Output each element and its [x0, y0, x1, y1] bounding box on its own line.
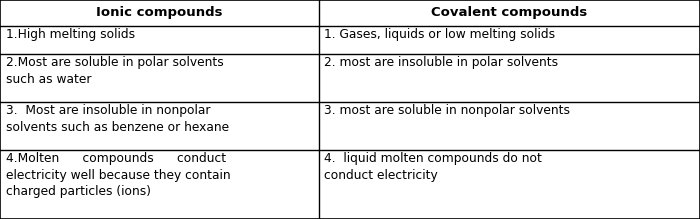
Text: 4.Molten      compounds      conduct
electricity well because they contain
charg: 4.Molten compounds conduct electricity w…	[6, 152, 230, 198]
Text: Covalent compounds: Covalent compounds	[431, 6, 587, 19]
Text: 2. most are insoluble in polar solvents: 2. most are insoluble in polar solvents	[324, 56, 558, 69]
Text: 3. most are soluble in nonpolar solvents: 3. most are soluble in nonpolar solvents	[324, 104, 570, 117]
Text: Ionic compounds: Ionic compounds	[96, 6, 223, 19]
Text: 2.Most are soluble in polar solvents
such as water: 2.Most are soluble in polar solvents suc…	[6, 56, 223, 86]
Text: 4.  liquid molten compounds do not
conduct electricity: 4. liquid molten compounds do not conduc…	[324, 152, 542, 182]
Text: 1.High melting solids: 1.High melting solids	[6, 28, 134, 41]
Text: 1. Gases, liquids or low melting solids: 1. Gases, liquids or low melting solids	[324, 28, 555, 41]
Text: 3.  Most are insoluble in nonpolar
solvents such as benzene or hexane: 3. Most are insoluble in nonpolar solven…	[6, 104, 229, 134]
